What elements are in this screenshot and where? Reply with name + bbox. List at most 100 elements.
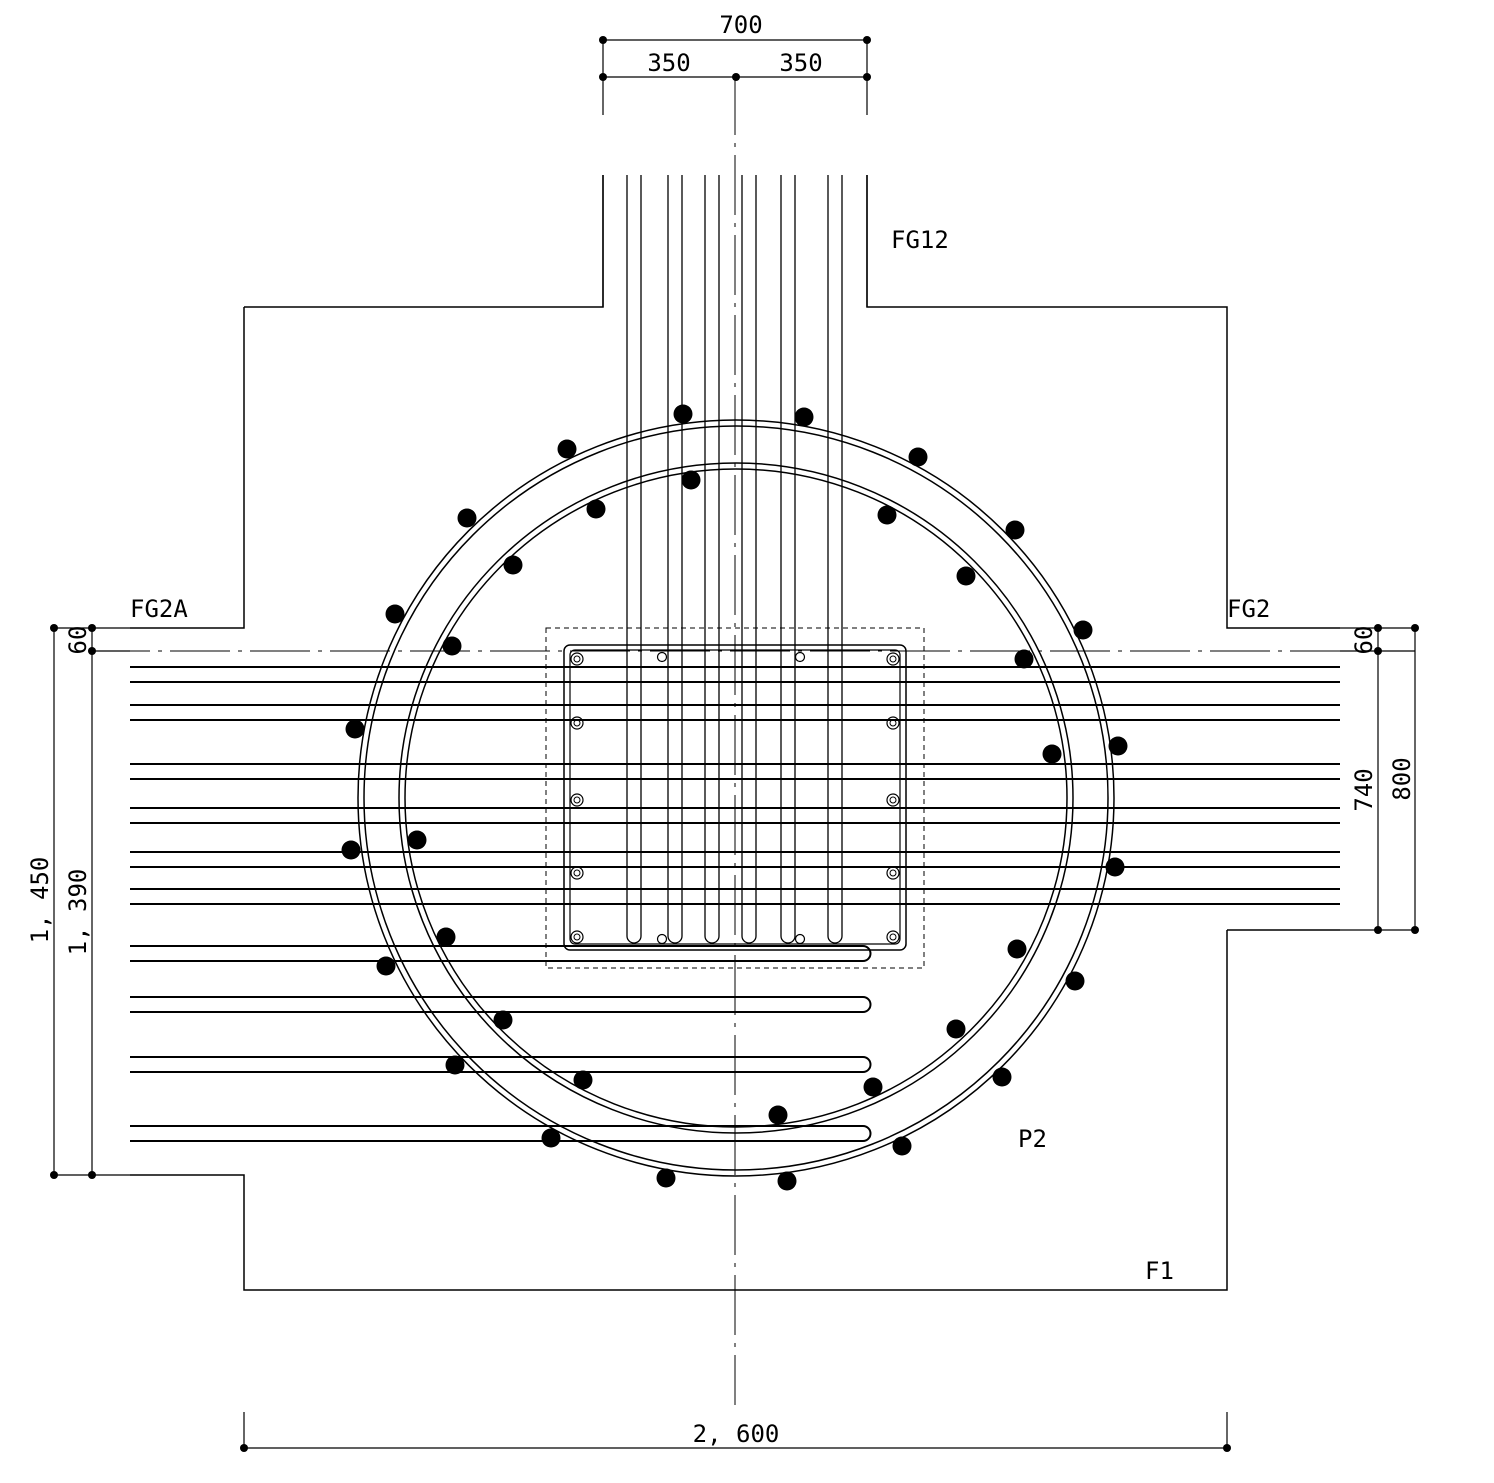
column-bar-ring: [570, 793, 584, 807]
column-inter-bar-4: [794, 933, 806, 945]
pile-main-bar-31: [863, 1077, 883, 1097]
dim-top-left: 350: [647, 49, 690, 77]
pile-main-bar-12: [385, 604, 405, 624]
pile-main-bar-1: [673, 404, 693, 424]
pile-main-bar-33: [541, 1128, 561, 1148]
pile-main-bar-36: [777, 1171, 797, 1191]
pile-main-bar-9: [1005, 520, 1025, 540]
column-bar-ring: [570, 716, 584, 730]
dimension-dot-9: [88, 624, 96, 632]
pile-main-bar-13: [1073, 620, 1093, 640]
fg2a-hooked-bar-1: [130, 945, 872, 962]
label-footing: F1: [1145, 1257, 1174, 1285]
pile-main-bar-27: [946, 1019, 966, 1039]
dimension-dot-5: [863, 73, 871, 81]
dimension-dot-7: [1223, 1444, 1231, 1452]
column-bar-core: [573, 796, 581, 804]
column-bar-ring: [570, 866, 584, 880]
fg12-bar-pair-5: [780, 175, 796, 944]
pile-outer-ring-a: [357, 419, 1115, 1177]
dimension-dot-13: [1374, 624, 1382, 632]
pile-main-bar-6: [457, 508, 477, 528]
pile-main-bar-5: [681, 470, 701, 490]
dim-top-right: 350: [779, 49, 822, 77]
pile-main-bar-17: [1108, 736, 1128, 756]
column-bar-3: [570, 716, 584, 730]
column-bar-core: [889, 719, 897, 727]
dimension-lines: [53, 39, 1416, 1449]
column-hoop-outer: [563, 644, 907, 951]
pile-main-bar-7: [586, 499, 606, 519]
dim-left-cover: 60: [64, 626, 92, 655]
dimension-markers: [50, 36, 1419, 1452]
dimension-dot-3: [599, 73, 607, 81]
pile-circles: [357, 419, 1115, 1177]
pile-main-bar-25: [1065, 971, 1085, 991]
member-labels: FG12 FG2A FG2 P2 F1: [130, 226, 1270, 1285]
dim-top-total: 700: [719, 11, 762, 39]
pile-main-bar-11: [956, 566, 976, 586]
pile-inner-ring-a: [398, 462, 1074, 1134]
column-bar-core: [573, 933, 581, 941]
column-bar-core: [889, 796, 897, 804]
column-bar-9: [570, 930, 584, 944]
pile-main-bar-24: [376, 956, 396, 976]
dim-left-inner: 1, 390: [64, 869, 92, 956]
column-bar-6: [886, 793, 900, 807]
column-outline-dashed: [545, 627, 925, 969]
column-bars: [570, 651, 900, 945]
label-beam-right: FG2: [1227, 595, 1270, 623]
pile-main-bar-2: [794, 407, 814, 427]
column-bar-ring: [886, 652, 900, 666]
dim-bottom-total: 2, 600: [693, 1420, 780, 1448]
pile-main-bar-29: [992, 1067, 1012, 1087]
axis-lines: [90, 75, 1415, 1405]
pile-main-bar-32: [768, 1105, 788, 1125]
dimension-texts: 700 350 350 2, 600 1, 450 1, 390 60 60 7…: [26, 11, 1416, 1448]
fg12-bar-pair-2: [667, 175, 683, 944]
dimension-dot-8: [50, 624, 58, 632]
fg12-bar-pair-6: [827, 175, 843, 944]
footing-horizontal-bars: [130, 666, 1340, 1142]
dim-right-cover: 60: [1350, 626, 1378, 655]
dimension-dot-17: [1411, 926, 1419, 934]
pile-main-bar-10: [503, 555, 523, 575]
dimension-dot-10: [88, 647, 96, 655]
column-hoop-inner: [569, 649, 901, 945]
pile-main-bar-16: [345, 719, 365, 739]
column-bar-core: [573, 869, 581, 877]
column-bar-1: [570, 652, 584, 666]
pile-main-bar-18: [1042, 744, 1062, 764]
dimension-dot-2: [863, 36, 871, 44]
pile-main-bar-26: [493, 1010, 513, 1030]
pile-main-bar-3: [557, 439, 577, 459]
fg2a-hooked-bar-3: [130, 1056, 872, 1073]
pile-main-bar-15: [1014, 649, 1034, 669]
dimension-dot-15: [1374, 647, 1382, 655]
dimension-dot-11: [50, 1171, 58, 1179]
pile-outer-ring-b: [363, 425, 1109, 1171]
pile-main-bar-19: [407, 830, 427, 850]
column-bar-core: [573, 655, 581, 663]
column-bar-5: [570, 793, 584, 807]
label-beam-left: FG2A: [130, 595, 188, 623]
column-bar-ring: [886, 793, 900, 807]
pile-main-bar-4: [908, 447, 928, 467]
dimension-dot-6: [240, 1444, 248, 1452]
pile-main-bar-28: [445, 1055, 465, 1075]
column-bar-2: [886, 652, 900, 666]
column-bar-ring: [570, 930, 584, 944]
fg2a-hooked-bar-4: [130, 1125, 872, 1142]
dimension-dot-1: [599, 36, 607, 44]
pile-main-bar-8: [877, 505, 897, 525]
column-inter-bar-3: [656, 933, 668, 945]
column-bar-ring: [886, 930, 900, 944]
column-bar-core: [889, 655, 897, 663]
fg2a-hooked-bar-2: [130, 996, 872, 1013]
pile-main-bar-14: [442, 636, 462, 656]
column-bar-core: [889, 869, 897, 877]
pile-main-bar-22: [436, 927, 456, 947]
fg12-bar-pair-1: [626, 175, 642, 944]
pile-main-bar-34: [892, 1136, 912, 1156]
